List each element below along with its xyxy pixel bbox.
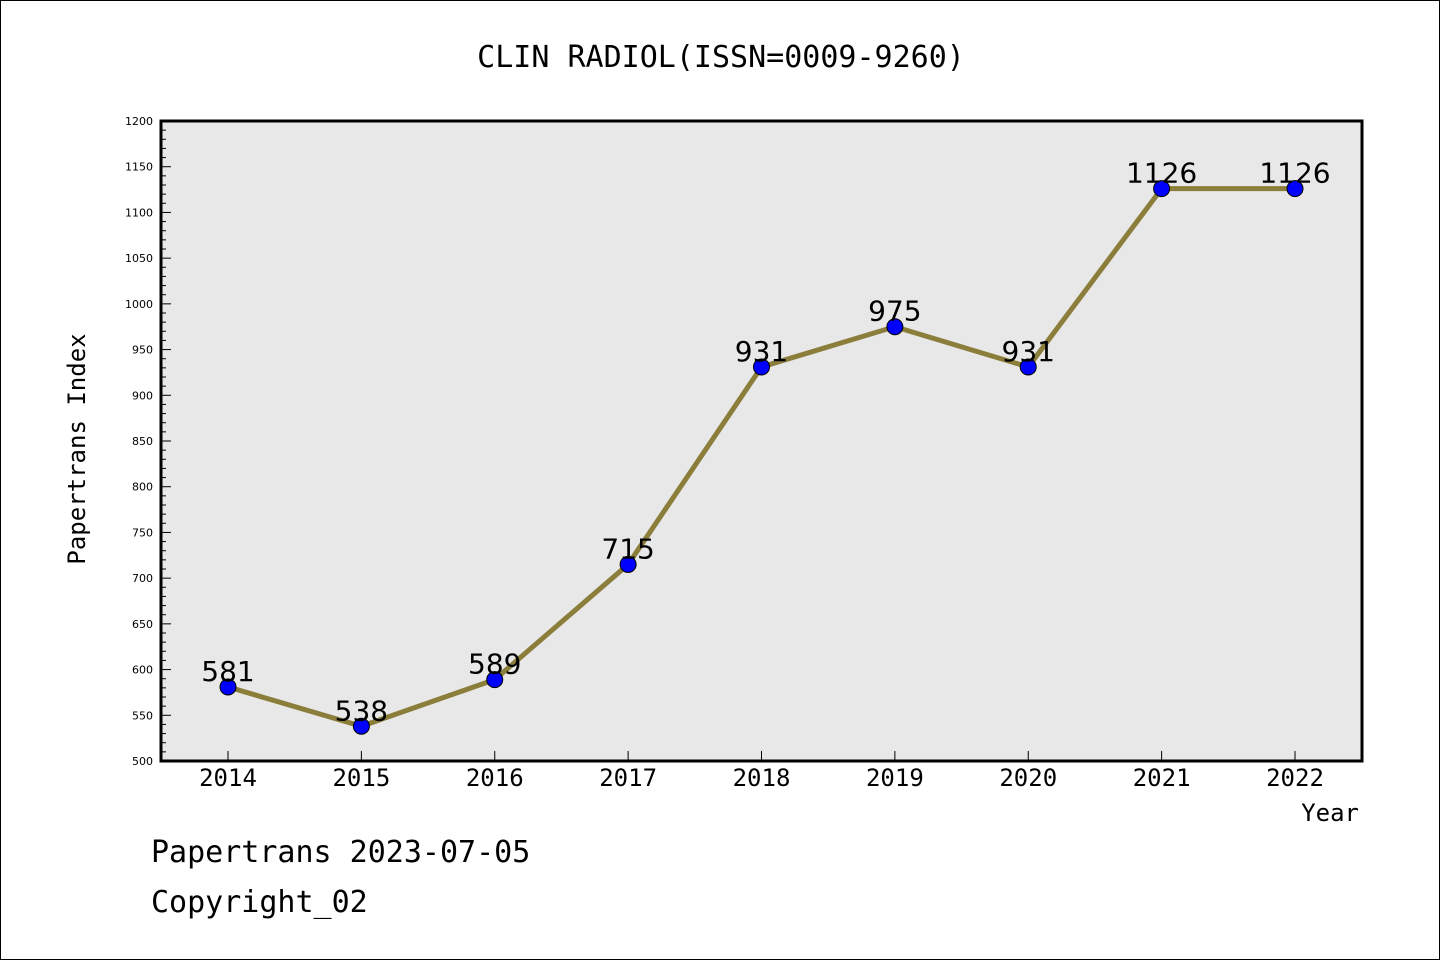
y-tick-label: 1000 [125, 298, 153, 311]
y-tick-label: 1200 [125, 115, 153, 128]
data-value-label: 975 [868, 295, 921, 328]
y-axis: 500 550 600 650 700 750 800 850 900 950 1000 1050 11… [125, 115, 171, 768]
x-tick-label: 2020 [999, 764, 1057, 792]
x-axis-title: Year [1301, 799, 1359, 827]
data-point-marker [619, 555, 637, 573]
data-value-label: 581 [201, 655, 254, 688]
data-point-marker [1019, 358, 1037, 376]
x-tick-label: 2017 [599, 764, 657, 792]
x-tick-label: 2022 [1266, 764, 1324, 792]
data-value-label: 931 [735, 335, 788, 368]
footer-copyright-text: Copyright_02 [151, 885, 368, 920]
markers-layer [219, 180, 1304, 735]
x-axis: 2014 2015 2016 2017 2018 2019 2020 2021 2022 [199, 751, 1324, 792]
data-labels-layer: 581 538 589 715 931 975 931 1126 1126 [201, 157, 1330, 728]
x-tick-label: 2015 [332, 764, 390, 792]
y-tick-label: 900 [132, 389, 153, 402]
data-point-marker [1153, 180, 1171, 198]
x-tick-label: 2019 [866, 764, 924, 792]
x-tick-label: 2021 [1133, 764, 1191, 792]
data-point-marker [753, 358, 770, 376]
y-tick-label: 650 [132, 618, 153, 631]
data-point-marker [1286, 180, 1304, 198]
data-value-label: 931 [1002, 335, 1055, 368]
y-axis-title: Papertrans Index [63, 333, 91, 564]
y-tick-label: 750 [132, 526, 153, 539]
data-value-label: 589 [468, 648, 521, 681]
y-tick-label: 600 [132, 664, 153, 677]
x-tick-label: 2016 [466, 764, 524, 792]
y-tick-label: 500 [132, 755, 153, 768]
y-tick-label: 1050 [125, 252, 153, 265]
y-tick-label: 850 [132, 435, 153, 448]
data-value-label: 1126 [1259, 157, 1330, 190]
y-tick-label: 950 [132, 344, 153, 357]
data-value-label: 715 [601, 532, 654, 565]
data-point-marker [219, 678, 237, 696]
y-tick-label: 1150 [125, 161, 153, 174]
data-point-marker [886, 318, 904, 336]
y-tick-label: 700 [132, 572, 153, 585]
y-tick-label: 550 [132, 709, 153, 722]
data-value-label: 538 [335, 694, 388, 727]
plot-area [159, 119, 1364, 763]
x-tick-label: 2014 [199, 764, 257, 792]
chart-title: CLIN RADIOL(ISSN=0009-9260) [477, 40, 965, 75]
footer-date-text: Papertrans 2023-07-05 [151, 835, 531, 870]
y-tick-label: 1100 [125, 206, 153, 219]
x-tick-label: 2018 [733, 764, 791, 792]
y-tick-label: 800 [132, 481, 153, 494]
data-point-marker [486, 671, 504, 689]
data-point-marker [352, 717, 370, 735]
data-value-label: 1126 [1126, 157, 1197, 190]
